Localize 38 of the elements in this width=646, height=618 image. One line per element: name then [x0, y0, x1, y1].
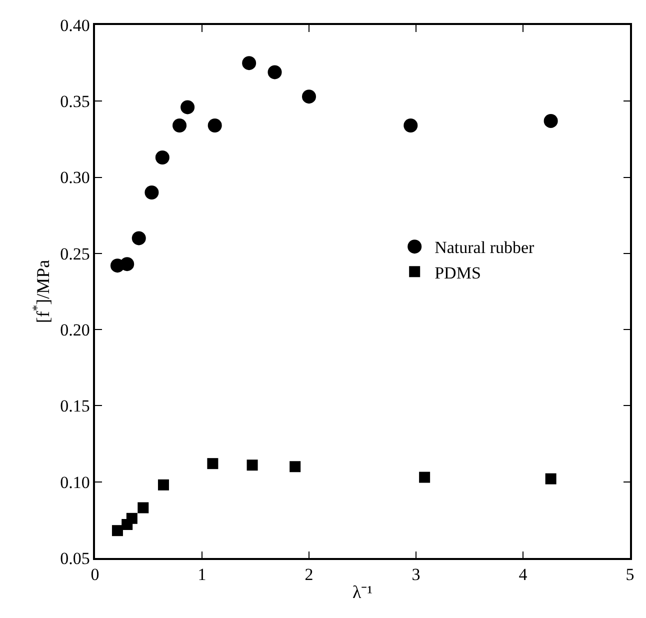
point	[144, 186, 159, 200]
point	[545, 473, 556, 484]
y-tick-label: 0.30	[60, 168, 90, 188]
point	[242, 56, 256, 70]
y-tick-label: 0.25	[60, 244, 90, 264]
x-tick-label: 3	[412, 565, 420, 584]
legend-label: Natural rubber	[434, 238, 535, 258]
x-tick-label: 5	[626, 565, 634, 584]
y-tick-label: 0.05	[60, 548, 90, 568]
y-tick-label: 0.35	[60, 92, 90, 112]
point	[158, 479, 169, 490]
point	[268, 65, 282, 80]
point	[126, 512, 138, 524]
y-tick-label: 0.40	[60, 16, 90, 35]
x-tick-label: 1	[198, 565, 206, 584]
x-tick-label: 0	[90, 565, 100, 584]
point	[404, 118, 418, 133]
point	[120, 257, 134, 272]
point	[544, 114, 558, 128]
point	[132, 231, 146, 246]
point	[302, 90, 316, 104]
y-tick-label: 0.20	[60, 320, 90, 340]
point	[246, 460, 258, 471]
point	[180, 100, 195, 114]
x-tick-label: 2	[304, 565, 314, 584]
legend-label: PDMS	[434, 263, 481, 282]
point	[138, 502, 149, 514]
point	[207, 458, 218, 470]
x-tick-label: 4	[518, 565, 528, 584]
point	[112, 525, 123, 536]
y-tick-label: 0.10	[60, 472, 90, 492]
y-tick-label: 0.15	[60, 396, 90, 416]
x-axis-title: λ⁻¹	[352, 582, 373, 602]
point	[208, 118, 222, 133]
point	[419, 472, 430, 483]
point	[172, 118, 187, 133]
point	[290, 461, 301, 472]
point	[155, 150, 170, 164]
